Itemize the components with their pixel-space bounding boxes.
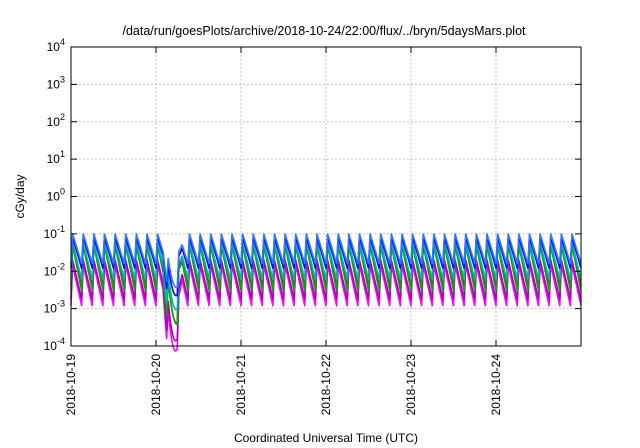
x-tick-label: 2018-10-20 <box>149 354 163 416</box>
y-tick-label: 100 <box>47 187 65 204</box>
x-axis-label: Coordinated Universal Time (UTC) <box>234 431 418 445</box>
x-tick-label: 2018-10-23 <box>404 354 418 416</box>
y-tick-label: 10-3 <box>44 299 65 316</box>
y-tick-label: 102 <box>47 112 65 129</box>
y-tick-label: 10-1 <box>44 224 65 241</box>
series-line <box>70 241 582 311</box>
y-tick-label: 103 <box>47 74 65 91</box>
y-tick-label: 101 <box>47 149 65 166</box>
y-tick-label: 104 <box>47 37 65 54</box>
x-axis: 2018-10-19 2018-10-20 2018-10-21 2018-10-22… <box>64 47 503 415</box>
y-tick-label: 10-2 <box>44 261 65 278</box>
series-line <box>70 235 582 297</box>
series-line <box>70 259 582 342</box>
series-group <box>70 233 582 352</box>
x-tick-label: 2018-10-21 <box>234 354 248 416</box>
y-axis: 10-4 10-3 10-2 10-1 100 101 102 103 104 <box>44 37 581 353</box>
chart-title: /data/run/goesPlots/archive/2018-10-24/2… <box>122 24 526 38</box>
series-line <box>70 233 582 289</box>
x-tick-label: 2018-10-24 <box>489 354 503 416</box>
series-line <box>70 244 582 326</box>
y-tick-label: 10-4 <box>44 336 65 353</box>
y-axis-label: cGy/day <box>13 174 27 218</box>
x-tick-label: 2018-10-22 <box>319 354 333 416</box>
x-tick-label: 2018-10-19 <box>64 354 78 416</box>
series-line <box>70 263 582 352</box>
